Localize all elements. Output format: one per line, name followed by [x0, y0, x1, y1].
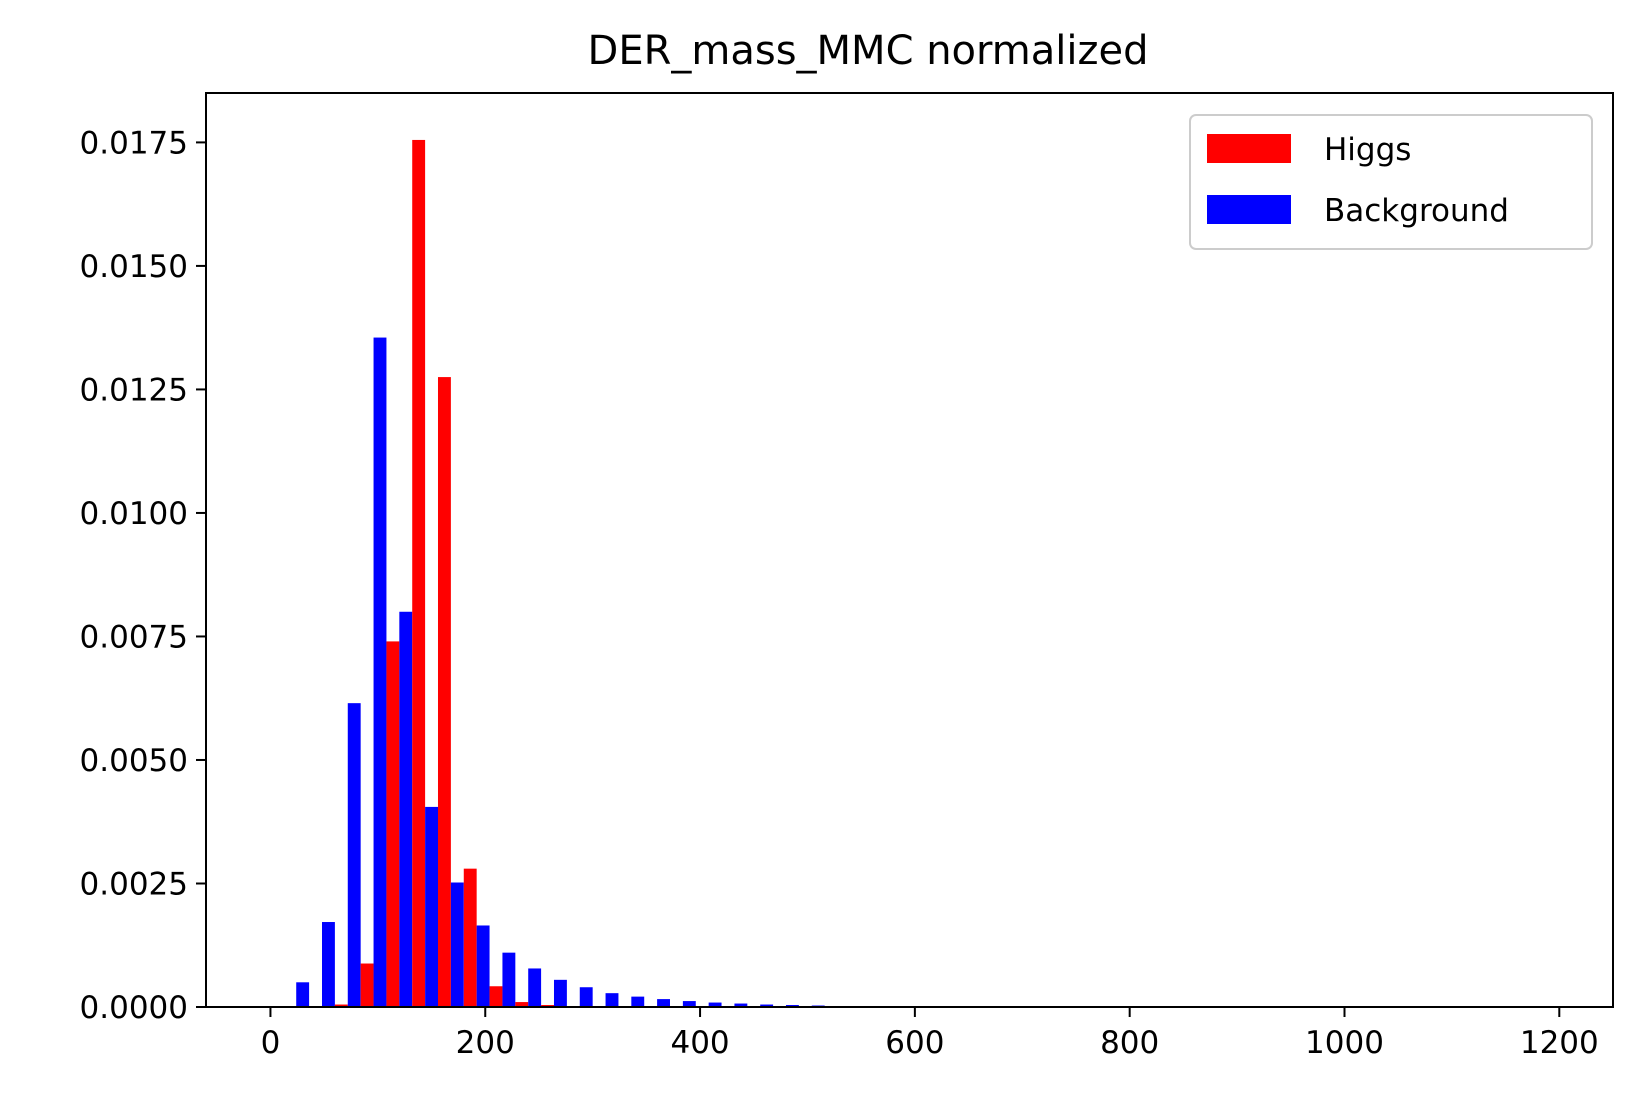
legend-swatch-background [1207, 195, 1291, 224]
bar-higgs-1 [334, 1004, 348, 1007]
bar-higgs-7 [489, 986, 503, 1007]
y-tick-label: 0.0125 [80, 372, 188, 408]
bar-higgs-5 [437, 377, 451, 1008]
x-tick-label: 200 [456, 1025, 515, 1061]
y-tick-label: 0.0175 [80, 125, 188, 161]
bar-background-15 [682, 1001, 696, 1007]
bar-background-1 [322, 922, 335, 1007]
legend-label-background: Background [1324, 193, 1509, 229]
bar-background-17 [734, 1003, 748, 1007]
bar-background-12 [605, 993, 619, 1007]
bar-higgs-6 [463, 868, 477, 1007]
y-axis: 0.0000 0.0025 0.0050 0.0075 0.0100 0.0125 0.01… [80, 125, 206, 1026]
bar-background-13 [631, 996, 645, 1007]
bar-background-14 [657, 999, 670, 1007]
y-tick-label: 0.0000 [80, 990, 188, 1026]
bar-background-2 [347, 703, 361, 1007]
y-tick-label: 0.0100 [80, 496, 188, 532]
y-tick-label: 0.0075 [80, 619, 188, 655]
x-tick-label: 400 [670, 1025, 729, 1061]
bar-background-0 [296, 982, 310, 1007]
x-tick-label: 1000 [1305, 1025, 1384, 1061]
bar-background-8 [502, 952, 516, 1007]
bars-group [296, 139, 825, 1008]
bar-background-16 [708, 1002, 722, 1007]
bar-background-11 [579, 987, 593, 1007]
bar-higgs-8 [515, 1002, 529, 1007]
bar-higgs-3 [386, 641, 400, 1007]
bar-background-4 [399, 611, 413, 1007]
bar-background-18 [760, 1004, 774, 1007]
bar-background-5 [425, 806, 438, 1007]
bar-higgs-2 [360, 963, 374, 1007]
y-tick-label: 0.0050 [80, 743, 188, 779]
legend-label-higgs: Higgs [1324, 132, 1411, 168]
plot-frame [205, 92, 1614, 1008]
x-axis: 0 200 400 600 800 1000 1200 [261, 1007, 1599, 1061]
x-tick-label: 800 [1100, 1025, 1159, 1061]
x-tick-label: 1200 [1520, 1025, 1599, 1061]
bar-background-6 [450, 882, 464, 1007]
x-tick-label: 0 [261, 1025, 281, 1061]
bar-background-10 [553, 979, 567, 1007]
bar-background-3 [373, 337, 387, 1007]
y-tick-label: 0.0150 [80, 249, 188, 285]
legend-swatch-higgs [1207, 134, 1291, 163]
chart-title: DER_mass_MMC normalized [588, 28, 1149, 74]
legend: Higgs Background [1189, 114, 1593, 250]
y-tick-label: 0.0025 [80, 866, 188, 902]
bar-background-9 [528, 968, 542, 1007]
x-tick-label: 600 [885, 1025, 944, 1061]
bar-higgs-4 [412, 139, 426, 1007]
bar-background-7 [476, 925, 490, 1007]
